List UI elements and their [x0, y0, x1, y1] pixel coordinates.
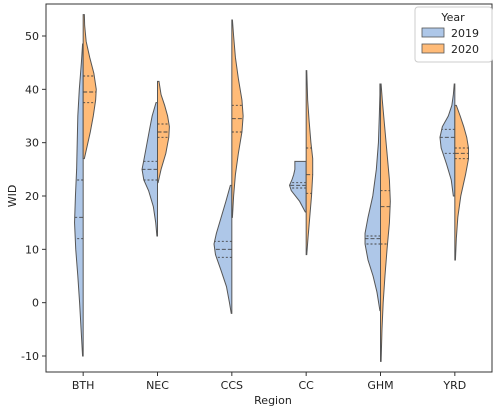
- legend-label-2019: 2019: [451, 27, 479, 40]
- y-tick-label: 30: [25, 137, 39, 150]
- violin-2020-CCS: [231, 19, 244, 218]
- x-tick-label: BTH: [72, 379, 95, 392]
- violin-body: [288, 160, 307, 213]
- plot-area: [74, 14, 470, 362]
- violin-body: [157, 80, 170, 184]
- violin-body: [74, 43, 84, 357]
- violin-body: [82, 14, 97, 160]
- y-tick-label: -10: [21, 350, 39, 363]
- violin-body: [364, 83, 381, 312]
- axes: -10 0 10 20 30 40 50 BTH NEC CCS CC GHM YRD: [21, 3, 493, 392]
- violin-2020-CC: [305, 70, 314, 256]
- y-tick-label: 10: [25, 243, 39, 256]
- x-tick-label: YRD: [442, 379, 466, 392]
- x-tick-label: NEC: [146, 379, 169, 392]
- violin-2019-CCS: [213, 184, 233, 314]
- y-tick-label: 0: [32, 297, 39, 310]
- violin-2019-CC: [288, 160, 307, 213]
- violin-body: [454, 104, 470, 261]
- violin-2019-NEC: [141, 102, 158, 237]
- legend: Year 2019 2020: [414, 6, 493, 63]
- plot-frame: [45, 3, 493, 373]
- legend-label-2020: 2020: [451, 43, 479, 56]
- violin-2020-NEC: [157, 80, 170, 184]
- x-tick-label: GHM: [367, 379, 393, 392]
- violin-2019-YRD: [439, 83, 456, 197]
- legend-title: Year: [440, 11, 465, 24]
- y-axis-title: WID: [6, 185, 19, 208]
- legend-swatch-2020: [421, 43, 445, 54]
- legend-swatch-2019: [421, 27, 445, 38]
- y-tick-label: 20: [25, 190, 39, 203]
- violin-2019-BTH: [74, 43, 84, 357]
- violin-body: [305, 70, 314, 256]
- violin-2019-GHM: [364, 83, 381, 312]
- violin-body: [380, 83, 391, 362]
- violin-2020-BTH: [82, 14, 97, 160]
- x-tick-label: CC: [298, 379, 314, 392]
- violin-body: [231, 19, 244, 218]
- violin-2020-GHM: [380, 83, 391, 362]
- violin-2020-YRD: [454, 104, 470, 261]
- violin-body: [439, 83, 456, 197]
- y-tick-label: 40: [25, 83, 39, 96]
- x-tick-label: CCS: [221, 379, 243, 392]
- x-axis-title: Region: [254, 394, 292, 407]
- y-tick-label: 50: [25, 30, 39, 43]
